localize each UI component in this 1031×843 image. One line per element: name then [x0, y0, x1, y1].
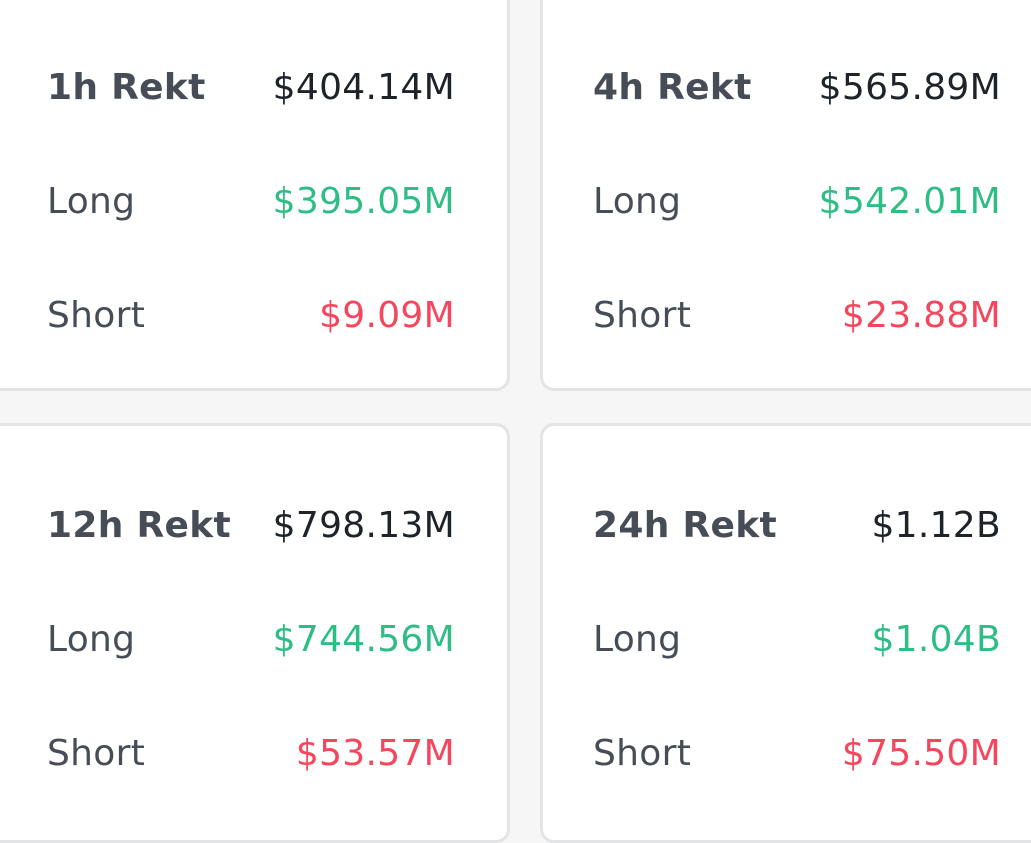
short-label: Short — [593, 294, 692, 336]
card-title: 4h Rekt — [593, 66, 752, 108]
rekt-card-1h: 1h Rekt $404.14M Long $395.05M Short $9.… — [0, 0, 510, 391]
short-row: Short $53.57M — [0, 723, 507, 783]
total-row: 4h Rekt $565.89M — [543, 57, 1031, 117]
rekt-card-24h: 24h Rekt $1.12B Long $1.04B Short $75.50… — [540, 423, 1031, 843]
long-row: Long $542.01M — [543, 171, 1031, 231]
total-value: $404.14M — [272, 66, 455, 108]
long-label: Long — [593, 618, 682, 660]
short-value: $23.88M — [841, 294, 1001, 336]
long-value: $744.56M — [272, 618, 455, 660]
total-row: 1h Rekt $404.14M — [0, 57, 507, 117]
long-value: $542.01M — [818, 180, 1001, 222]
long-value: $1.04B — [871, 618, 1001, 660]
short-row: Short $9.09M — [0, 285, 507, 345]
card-title: 24h Rekt — [593, 504, 777, 546]
long-row: Long $744.56M — [0, 609, 507, 669]
card-title: 1h Rekt — [47, 66, 206, 108]
card-title: 12h Rekt — [47, 504, 231, 546]
total-value: $798.13M — [272, 504, 455, 546]
long-label: Long — [47, 618, 136, 660]
long-row: Long $1.04B — [543, 609, 1031, 669]
short-row: Short $75.50M — [543, 723, 1031, 783]
total-value: $1.12B — [871, 504, 1001, 546]
long-label: Long — [593, 180, 682, 222]
long-label: Long — [47, 180, 136, 222]
short-label: Short — [47, 294, 146, 336]
total-value: $565.89M — [818, 66, 1001, 108]
short-value: $9.09M — [319, 294, 455, 336]
long-row: Long $395.05M — [0, 171, 507, 231]
rekt-card-12h: 12h Rekt $798.13M Long $744.56M Short $5… — [0, 423, 510, 843]
total-row: 24h Rekt $1.12B — [543, 495, 1031, 555]
short-value: $53.57M — [295, 732, 455, 774]
long-value: $395.05M — [272, 180, 455, 222]
short-label: Short — [47, 732, 146, 774]
rekt-card-4h: 4h Rekt $565.89M Long $542.01M Short $23… — [540, 0, 1031, 391]
short-row: Short $23.88M — [543, 285, 1031, 345]
total-row: 12h Rekt $798.13M — [0, 495, 507, 555]
short-label: Short — [593, 732, 692, 774]
short-value: $75.50M — [841, 732, 1001, 774]
